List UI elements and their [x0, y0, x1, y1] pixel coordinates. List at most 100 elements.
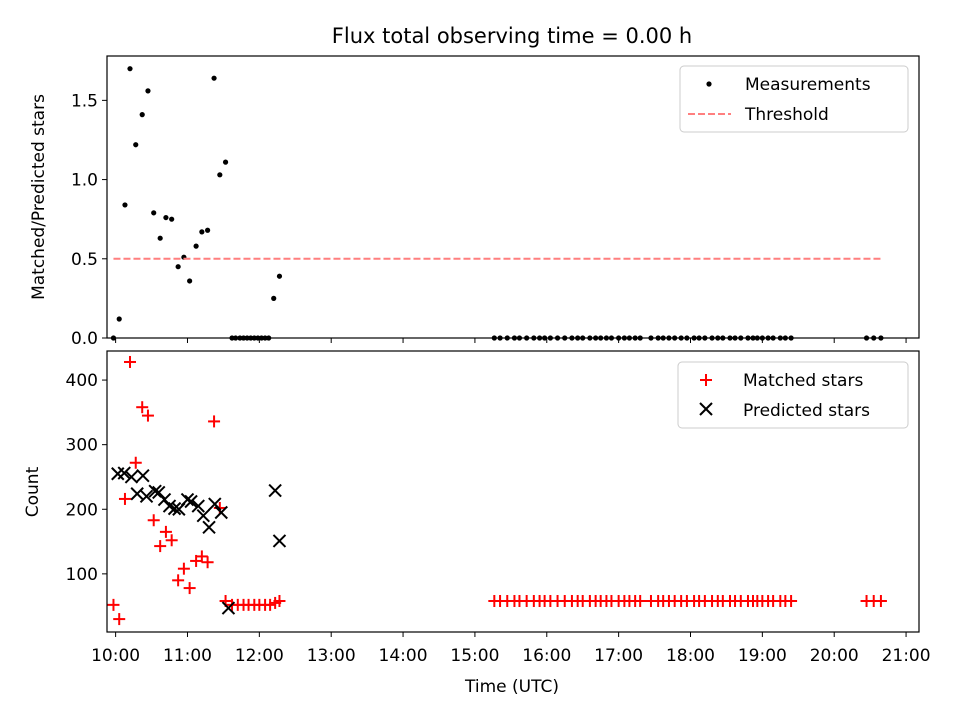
- matched-star-marker: [147, 514, 160, 527]
- count-plot-frame: [106, 350, 920, 633]
- x-tick-label: 14:00: [379, 646, 428, 666]
- matched-star-marker: [201, 556, 214, 569]
- matched-star-marker: [273, 594, 286, 607]
- matched-star-marker: [208, 415, 221, 428]
- measurement-point: [163, 214, 169, 221]
- measurement-point: [217, 172, 223, 178]
- x-tick-label: 17:00: [594, 646, 643, 666]
- count-legend-box: [677, 361, 909, 429]
- ratio-plot-marks: [110, 66, 884, 341]
- chart-title: Flux total observing time = 0.00 h: [332, 24, 692, 48]
- predicted-star-marker: [202, 520, 216, 535]
- x-tick-label: 13:00: [307, 646, 356, 666]
- predicted-star-marker: [208, 497, 222, 511]
- predicted-star-marker: [139, 489, 154, 504]
- count-legend: Matched stars Predicted stars: [677, 361, 909, 429]
- predicted-star-marker: [196, 509, 210, 523]
- y-tick-label: 300: [66, 436, 98, 456]
- measurement-point: [175, 264, 181, 270]
- matched-star-marker: [129, 456, 142, 469]
- measurement-point: [271, 295, 277, 301]
- matched-star-marker: [183, 582, 196, 595]
- measurement-point: [205, 227, 211, 233]
- x-tick-label: 18:00: [666, 646, 715, 666]
- ratio-axis-ticks: 0.0 0.5 1.0 1.5: [71, 91, 907, 349]
- matched-star-marker: [113, 613, 126, 626]
- x-tick-label: 20:00: [810, 646, 859, 666]
- ratio-legend: Measurements Threshold: [679, 65, 909, 133]
- matched-star-marker: [154, 540, 167, 553]
- y-tick-label: 100: [66, 565, 98, 585]
- predicted-star-marker: [184, 494, 198, 509]
- legend-swatch-matched: [700, 374, 712, 386]
- measurement-point: [145, 88, 151, 94]
- matched-star-marker: [172, 574, 185, 587]
- y-tick-label: 0.5: [71, 250, 98, 270]
- count-axis-ticks: 100 200 300 400 10:00 11:00 12:00 13:00 14:00 15:…: [66, 371, 931, 666]
- predicted-star-marker: [124, 470, 139, 484]
- predicted-star-marker: [167, 501, 182, 516]
- predicted-star-marker: [272, 534, 287, 548]
- x-tick-label: 19:00: [738, 646, 787, 666]
- measurement-point: [151, 210, 157, 216]
- legend-label-predicted: Predicted stars: [743, 401, 870, 421]
- x-axis-label: Time (UTC): [464, 677, 559, 697]
- measurement-point: [199, 229, 205, 235]
- y-tick-label: 200: [66, 500, 98, 520]
- predicted-star-marker: [117, 466, 131, 480]
- y-tick-label: 400: [66, 371, 98, 391]
- ratio-legend-box: [679, 65, 909, 133]
- legend-swatch-predicted: [699, 402, 713, 416]
- matched-star-marker: [874, 594, 887, 607]
- legend-swatch-measurements: [706, 81, 712, 87]
- legend-label-matched: Matched stars: [743, 371, 863, 391]
- ratio-panel: Flux total observing time = 0.00 h Match…: [29, 24, 920, 349]
- measurement-point: [211, 75, 217, 81]
- measurement-point: [133, 142, 139, 148]
- x-tick-label: 12:00: [235, 646, 284, 666]
- count-plot-marks: [107, 355, 887, 626]
- measurement-point: [222, 159, 229, 165]
- matched-star-marker: [159, 525, 172, 538]
- measurement-point: [157, 235, 163, 241]
- matched-star-marker: [785, 594, 798, 607]
- y-tick-label: 1.5: [71, 91, 98, 111]
- predicted-star-marker: [180, 492, 195, 507]
- matched-star-marker: [165, 534, 178, 547]
- measurement-point: [187, 278, 193, 284]
- y-axis-label-count: Count: [23, 466, 43, 517]
- x-tick-label: 21:00: [882, 646, 931, 666]
- matched-star-marker: [177, 562, 190, 575]
- x-tick-label: 10:00: [91, 646, 140, 666]
- y-axis-label-ratio: Matched/Predicted stars: [29, 94, 49, 300]
- measurement-point: [116, 316, 122, 322]
- predicted-star-marker: [214, 505, 228, 520]
- matched-star-marker: [634, 594, 647, 607]
- x-tick-label: 16:00: [522, 646, 571, 666]
- ratio-plot-frame: [106, 55, 920, 339]
- measurement-point: [169, 216, 175, 222]
- legend-label-threshold: Threshold: [744, 105, 829, 125]
- matched-star-marker: [107, 598, 120, 611]
- matched-star-marker: [123, 355, 136, 368]
- measurement-point: [139, 112, 145, 118]
- matched-star-marker: [141, 409, 154, 422]
- predicted-star-marker: [221, 601, 236, 615]
- y-tick-label: 0.0: [71, 329, 98, 349]
- x-tick-label: 15:00: [450, 646, 499, 666]
- predicted-star-marker: [268, 483, 282, 498]
- matched-star-marker: [195, 550, 208, 563]
- measurement-point: [122, 202, 128, 208]
- measurement-point: [193, 243, 199, 249]
- y-tick-label: 1.0: [71, 171, 98, 191]
- measurement-point: [127, 66, 133, 72]
- x-tick-label: 11:00: [163, 646, 212, 666]
- measurement-point: [276, 273, 283, 279]
- matched-star-marker: [118, 492, 131, 505]
- predicted-star-marker: [191, 499, 205, 513]
- matched-star-marker: [136, 401, 149, 414]
- matched-star-marker: [264, 598, 277, 611]
- legend-label-measurements: Measurements: [745, 75, 871, 95]
